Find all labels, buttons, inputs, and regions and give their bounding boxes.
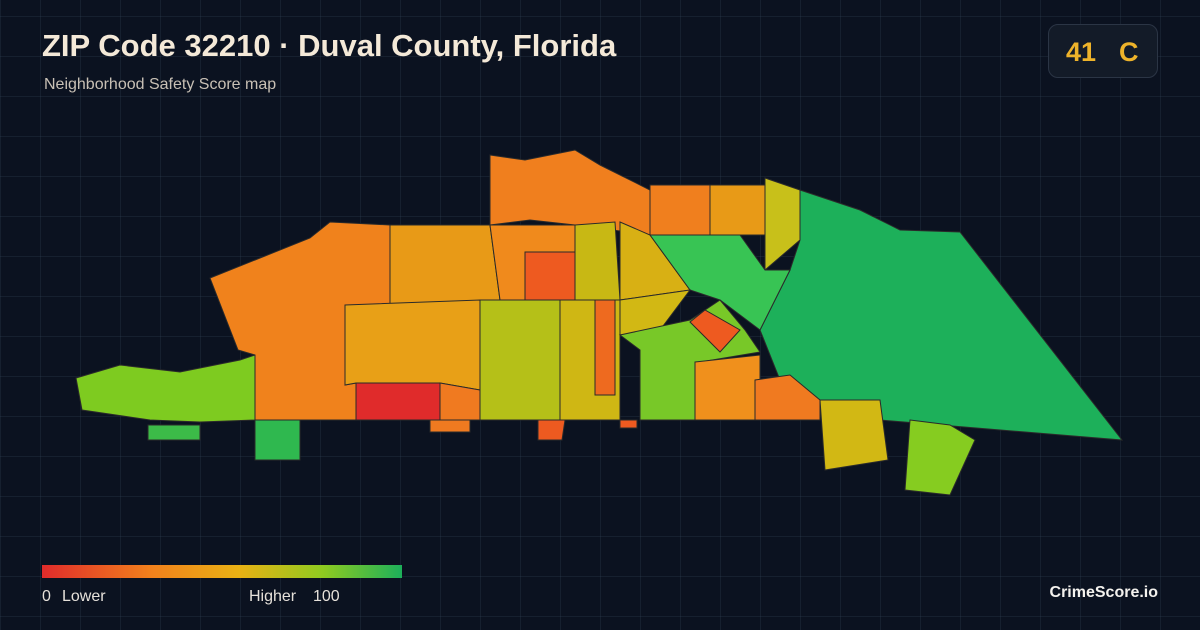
region [689, 309, 741, 353]
region [904, 419, 976, 496]
region [429, 419, 471, 433]
score-badge: 41 C [1048, 24, 1158, 78]
region [479, 299, 561, 421]
region [754, 374, 821, 421]
region [649, 184, 711, 236]
region [344, 299, 481, 391]
region [649, 234, 791, 331]
subtitle: Neighborhood Safety Score map [44, 76, 277, 93]
region [489, 149, 651, 236]
region [819, 399, 889, 471]
region [524, 251, 576, 301]
region [254, 419, 301, 461]
region [619, 419, 638, 429]
region [574, 221, 621, 301]
legend-low-label: Lower [62, 588, 106, 605]
region [389, 224, 501, 306]
legend-gradient [42, 565, 402, 578]
region [537, 419, 566, 441]
region [355, 382, 441, 421]
region [709, 184, 766, 236]
title: ZIP Code 32210 · Duval County, Florida [42, 28, 617, 63]
grade: C [1119, 37, 1139, 67]
region [75, 354, 256, 423]
brand: CrimeScore.io [1049, 584, 1158, 601]
legend-min: 0 [42, 588, 51, 605]
legend-high-label: Higher [249, 588, 297, 605]
legend-max: 100 [313, 588, 340, 605]
region [694, 354, 761, 421]
score: 41 [1066, 37, 1097, 67]
region [439, 382, 481, 421]
region [594, 299, 616, 396]
region [147, 424, 201, 441]
